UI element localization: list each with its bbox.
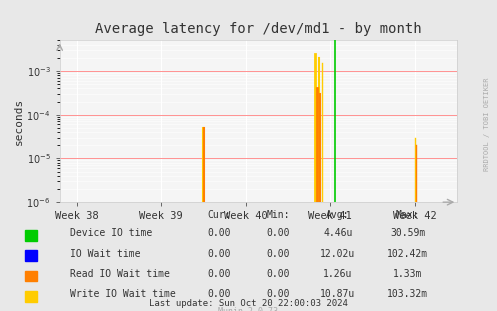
Text: 0.00: 0.00 (266, 228, 290, 238)
Y-axis label: seconds: seconds (13, 98, 24, 145)
Text: Last update: Sun Oct 20 22:00:03 2024: Last update: Sun Oct 20 22:00:03 2024 (149, 299, 348, 308)
Text: 103.32m: 103.32m (387, 289, 428, 299)
Text: 0.00: 0.00 (266, 269, 290, 279)
Text: Munin 2.0.73: Munin 2.0.73 (219, 307, 278, 311)
Text: Avg:: Avg: (326, 210, 350, 220)
Text: Write IO Wait time: Write IO Wait time (70, 289, 175, 299)
Text: 0.00: 0.00 (266, 289, 290, 299)
Text: 0.00: 0.00 (207, 228, 231, 238)
Text: Cur:: Cur: (207, 210, 231, 220)
Text: 0.00: 0.00 (207, 289, 231, 299)
Text: Device IO time: Device IO time (70, 228, 152, 238)
Text: 0.00: 0.00 (207, 248, 231, 258)
Text: 102.42m: 102.42m (387, 248, 428, 258)
Text: IO Wait time: IO Wait time (70, 248, 140, 258)
Text: 12.02u: 12.02u (321, 248, 355, 258)
Text: 0.00: 0.00 (266, 248, 290, 258)
Text: Read IO Wait time: Read IO Wait time (70, 269, 169, 279)
Text: 4.46u: 4.46u (323, 228, 353, 238)
Text: 1.33m: 1.33m (393, 269, 422, 279)
Text: Max:: Max: (396, 210, 419, 220)
Text: 10.87u: 10.87u (321, 289, 355, 299)
Title: Average latency for /dev/md1 - by month: Average latency for /dev/md1 - by month (95, 22, 422, 36)
Text: 30.59m: 30.59m (390, 228, 425, 238)
Text: 1.26u: 1.26u (323, 269, 353, 279)
Text: RRDTOOL / TOBI OETIKER: RRDTOOL / TOBI OETIKER (484, 78, 490, 171)
Text: Min:: Min: (266, 210, 290, 220)
Text: 0.00: 0.00 (207, 269, 231, 279)
